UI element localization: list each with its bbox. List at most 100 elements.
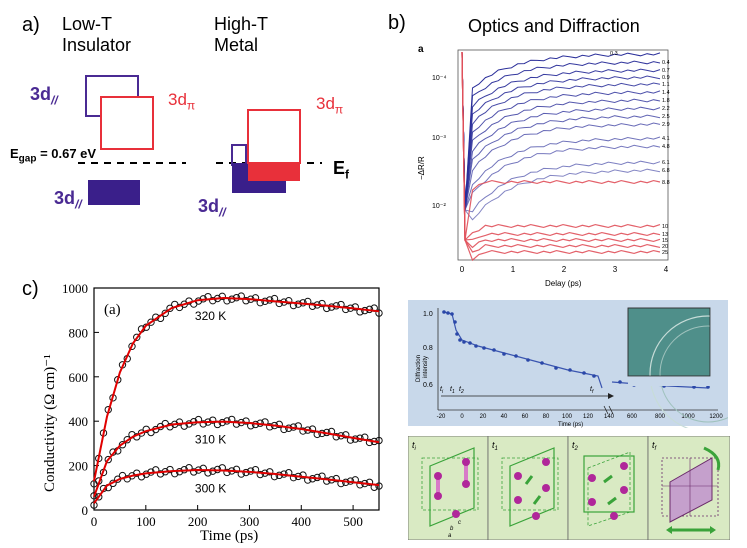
optics-xtick: 3 [613, 265, 618, 274]
diffraction-ytick-1: 0.8 [423, 345, 433, 352]
diffraction-point [706, 385, 710, 389]
data-point-310K [275, 420, 283, 429]
diffraction-ring-2 [659, 325, 728, 423]
time-arrow-head [608, 393, 614, 399]
optics-curve-2.5 [461, 51, 661, 211]
diffraction-point [468, 341, 472, 345]
conductivity-series: 320 K 310 K 300 K [90, 292, 383, 509]
optics-xtick: 1 [511, 265, 516, 274]
atom [514, 472, 522, 480]
fluence-label: 1.8 [662, 98, 670, 104]
optics-curve-13 [461, 51, 661, 241]
data-point-320K [209, 296, 217, 305]
tmark-t1-sub: 1 [452, 389, 455, 395]
xtick-label: 400 [292, 514, 312, 529]
atom [462, 480, 470, 488]
cell-t1 [509, 447, 555, 527]
conductivity-inner-tag: (a) [104, 302, 121, 318]
snap-ti-sub: i [415, 446, 417, 452]
data-point-300K [266, 468, 274, 476]
optics-curve-0.9 [461, 51, 661, 211]
data-point-300K [332, 474, 340, 483]
data-point-310K [266, 423, 274, 431]
metal-title-line1: High-T [214, 14, 269, 34]
diff-xtick: 60 [522, 414, 529, 420]
data-point-310K [332, 433, 340, 441]
snap-ti-main: t [412, 440, 415, 450]
atom [588, 498, 596, 506]
ef-main: E [333, 158, 346, 178]
diffraction-point [502, 352, 506, 356]
optics-ylabel: −ΔR/R [417, 156, 426, 180]
data-point-300K [232, 465, 241, 474]
tmark-tf-main: t [590, 386, 593, 393]
data-point-310K [232, 420, 241, 428]
fluence-label: 13 [662, 232, 668, 238]
diffraction-ring-1 [649, 315, 728, 428]
ef-sub: f [345, 167, 350, 182]
ytick-label: 600 [69, 370, 89, 385]
atom [588, 474, 596, 482]
fluence-label: 8.8 [662, 180, 670, 186]
diffraction-point [514, 354, 518, 358]
optics-xticks: 0 1 2 3 4 [460, 265, 669, 274]
data-point-310K [90, 492, 98, 500]
arrow-t1-2 [532, 495, 542, 505]
conductivity-chart: (a) Conductivity (Ω cm)⁻¹ Time (ps) 0 100… [42, 281, 383, 544]
optics-curve-2.9 [461, 51, 661, 211]
diff-xtick: 1200 [709, 414, 723, 420]
egap-main: E [10, 146, 19, 161]
diffraction-point [455, 332, 459, 336]
panel-b-letter: b) [388, 12, 406, 34]
tmark-t2-sub: 2 [460, 389, 464, 395]
tmark-t2-main: t [459, 386, 462, 393]
snapshot-tf-label: tf [652, 440, 658, 452]
fluence-label: 6.8 [662, 168, 670, 174]
snap-tf-sub: f [655, 446, 658, 452]
fluence-label: 4.8 [662, 144, 670, 150]
d-par-metal-sub: // [219, 205, 226, 220]
diffraction-point [526, 358, 530, 362]
ytick-label: 400 [69, 414, 89, 429]
diff-xtick: 20 [480, 414, 487, 420]
fit-line-320K [93, 296, 380, 482]
atom [452, 510, 460, 518]
d-pi-metal-text: 3d [316, 94, 335, 113]
diffraction-point [692, 385, 696, 389]
d-par-metal-text: 3d [198, 196, 220, 216]
diffraction-point [554, 366, 558, 370]
snap-t1-sub: 1 [495, 446, 498, 452]
egap-label: Egap = 0.67 eV [10, 146, 96, 165]
tmark-t1-main: t [450, 386, 453, 393]
axis-a: a [448, 533, 452, 539]
atom [542, 484, 550, 492]
snapshot-ti-label: ti [412, 440, 417, 452]
axis-break-2 [608, 405, 614, 415]
data-point-300K [166, 465, 174, 474]
fluence-label: 2.2 [662, 106, 670, 112]
fluence-label: 6.1 [662, 160, 670, 166]
metal-title: High-T Metal [214, 14, 268, 56]
snapshot-tf-content: tf [652, 440, 721, 534]
fluence-label: 25 [662, 250, 668, 256]
snapshot-ti-content: ti c b a [412, 440, 479, 539]
optics-curve-4.8 [461, 51, 661, 211]
label-3d-par-top: 3d// [30, 84, 58, 108]
diff-xtick: 100 [562, 414, 573, 420]
snapshot-t1 [487, 436, 569, 540]
diff-xtick: 0 [460, 414, 464, 420]
data-point-320K [275, 299, 283, 308]
data-point-300K [223, 468, 231, 477]
ytick-label: 0 [82, 503, 89, 518]
data-point-310K [123, 436, 131, 444]
ytick-label: 800 [69, 325, 89, 340]
optics-curve-15 [461, 51, 661, 249]
fluence-label: 1.1 [662, 82, 670, 88]
data-point-310K [137, 429, 146, 437]
insulator-3d-pi-band [100, 96, 154, 150]
d-par-sub: // [51, 93, 58, 108]
arrow-t1-1 [524, 475, 534, 485]
diffraction-ylabel-1: Diffraction [416, 355, 422, 382]
atom [462, 458, 470, 466]
diff-xtick: 120 [583, 414, 594, 420]
